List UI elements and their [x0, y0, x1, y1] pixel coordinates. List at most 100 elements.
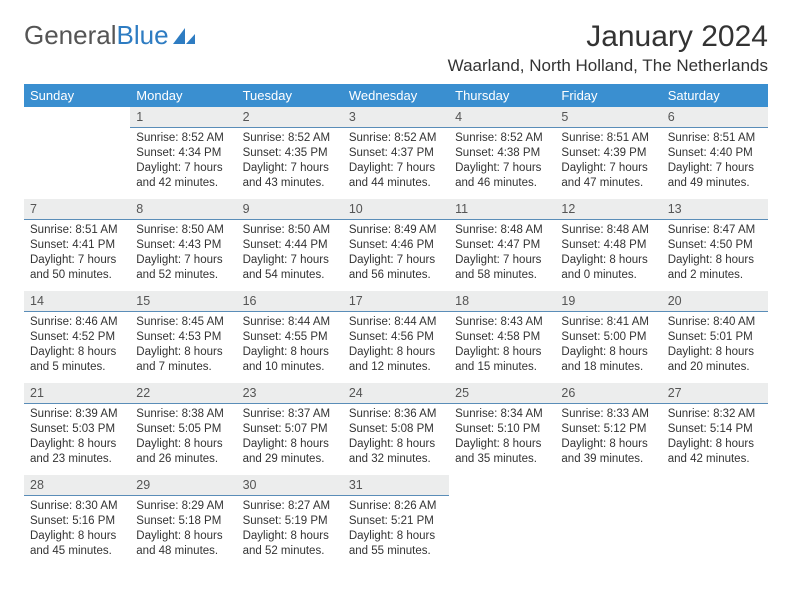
daylight-text: Daylight: 7 hours and 44 minutes. — [349, 161, 443, 191]
logo-text-2: Blue — [117, 20, 169, 51]
logo-sail-icon — [171, 26, 197, 46]
daylight-text: Daylight: 8 hours and 48 minutes. — [136, 529, 230, 559]
day-number: 15 — [130, 291, 236, 312]
sunset-text: Sunset: 4:41 PM — [30, 238, 124, 253]
daylight-text: Daylight: 7 hours and 42 minutes. — [136, 161, 230, 191]
day-content-row: Sunrise: 8:30 AMSunset: 5:16 PMDaylight:… — [24, 496, 768, 567]
daylight-text: Daylight: 7 hours and 56 minutes. — [349, 253, 443, 283]
daylight-text: Daylight: 8 hours and 20 minutes. — [668, 345, 762, 375]
day-number: 3 — [343, 107, 449, 128]
daylight-text: Daylight: 7 hours and 49 minutes. — [668, 161, 762, 191]
sunset-text: Sunset: 5:05 PM — [136, 422, 230, 437]
sunrise-text: Sunrise: 8:51 AM — [30, 223, 124, 238]
day-cell: Sunrise: 8:52 AMSunset: 4:37 PMDaylight:… — [343, 128, 449, 199]
sunrise-text: Sunrise: 8:44 AM — [349, 315, 443, 330]
sunrise-text: Sunrise: 8:44 AM — [243, 315, 337, 330]
sunset-text: Sunset: 4:40 PM — [668, 146, 762, 161]
day-number: 7 — [24, 199, 130, 220]
day-number: 13 — [662, 199, 768, 220]
day-cell: Sunrise: 8:29 AMSunset: 5:18 PMDaylight:… — [130, 496, 236, 567]
day-cell: Sunrise: 8:38 AMSunset: 5:05 PMDaylight:… — [130, 404, 236, 475]
day-cell: Sunrise: 8:30 AMSunset: 5:16 PMDaylight:… — [24, 496, 130, 567]
location: Waarland, North Holland, The Netherlands — [448, 56, 768, 76]
day-number: 23 — [237, 383, 343, 404]
day-number: 16 — [237, 291, 343, 312]
sunset-text: Sunset: 4:44 PM — [243, 238, 337, 253]
daylight-text: Daylight: 7 hours and 43 minutes. — [243, 161, 337, 191]
day-cell: Sunrise: 8:43 AMSunset: 4:58 PMDaylight:… — [449, 312, 555, 383]
day-cell: Sunrise: 8:27 AMSunset: 5:19 PMDaylight:… — [237, 496, 343, 567]
sunset-text: Sunset: 5:07 PM — [243, 422, 337, 437]
day-number: 6 — [662, 107, 768, 128]
day-number: 24 — [343, 383, 449, 404]
daylight-text: Daylight: 8 hours and 35 minutes. — [455, 437, 549, 467]
day-cell: Sunrise: 8:51 AMSunset: 4:39 PMDaylight:… — [555, 128, 661, 199]
weekday-header: Thursday — [449, 84, 555, 107]
sunrise-text: Sunrise: 8:36 AM — [349, 407, 443, 422]
day-number: 19 — [555, 291, 661, 312]
daylight-text: Daylight: 7 hours and 46 minutes. — [455, 161, 549, 191]
day-cell: Sunrise: 8:50 AMSunset: 4:44 PMDaylight:… — [237, 220, 343, 291]
sunset-text: Sunset: 5:12 PM — [561, 422, 655, 437]
sunrise-text: Sunrise: 8:51 AM — [668, 131, 762, 146]
sunset-text: Sunset: 4:43 PM — [136, 238, 230, 253]
sunset-text: Sunset: 5:16 PM — [30, 514, 124, 529]
sunrise-text: Sunrise: 8:47 AM — [668, 223, 762, 238]
sunrise-text: Sunrise: 8:40 AM — [668, 315, 762, 330]
sunrise-text: Sunrise: 8:39 AM — [30, 407, 124, 422]
sunrise-text: Sunrise: 8:50 AM — [243, 223, 337, 238]
day-number: 18 — [449, 291, 555, 312]
day-cell: Sunrise: 8:33 AMSunset: 5:12 PMDaylight:… — [555, 404, 661, 475]
sunrise-text: Sunrise: 8:52 AM — [136, 131, 230, 146]
day-number: 4 — [449, 107, 555, 128]
sunrise-text: Sunrise: 8:43 AM — [455, 315, 549, 330]
weekday-header: Tuesday — [237, 84, 343, 107]
day-cell: Sunrise: 8:47 AMSunset: 4:50 PMDaylight:… — [662, 220, 768, 291]
sunrise-text: Sunrise: 8:51 AM — [561, 131, 655, 146]
sunrise-text: Sunrise: 8:48 AM — [561, 223, 655, 238]
day-cell: Sunrise: 8:32 AMSunset: 5:14 PMDaylight:… — [662, 404, 768, 475]
header: GeneralBlue January 2024 Waarland, North… — [24, 20, 768, 76]
sunset-text: Sunset: 4:48 PM — [561, 238, 655, 253]
daylight-text: Daylight: 8 hours and 26 minutes. — [136, 437, 230, 467]
day-number: 31 — [343, 475, 449, 496]
sunrise-text: Sunrise: 8:41 AM — [561, 315, 655, 330]
sunset-text: Sunset: 4:34 PM — [136, 146, 230, 161]
day-cell: Sunrise: 8:52 AMSunset: 4:35 PMDaylight:… — [237, 128, 343, 199]
day-cell: Sunrise: 8:48 AMSunset: 4:47 PMDaylight:… — [449, 220, 555, 291]
day-cell: Sunrise: 8:52 AMSunset: 4:34 PMDaylight:… — [130, 128, 236, 199]
logo-text-1: General — [24, 20, 117, 51]
day-cell: Sunrise: 8:52 AMSunset: 4:38 PMDaylight:… — [449, 128, 555, 199]
day-cell: Sunrise: 8:44 AMSunset: 4:56 PMDaylight:… — [343, 312, 449, 383]
day-cell — [449, 496, 555, 567]
day-content-row: Sunrise: 8:51 AMSunset: 4:41 PMDaylight:… — [24, 220, 768, 291]
daylight-text: Daylight: 8 hours and 15 minutes. — [455, 345, 549, 375]
sunset-text: Sunset: 5:03 PM — [30, 422, 124, 437]
day-number: 9 — [237, 199, 343, 220]
daylight-text: Daylight: 7 hours and 50 minutes. — [30, 253, 124, 283]
daylight-text: Daylight: 8 hours and 45 minutes. — [30, 529, 124, 559]
sunrise-text: Sunrise: 8:27 AM — [243, 499, 337, 514]
sunset-text: Sunset: 5:18 PM — [136, 514, 230, 529]
day-number: 1 — [130, 107, 236, 128]
daylight-text: Daylight: 8 hours and 52 minutes. — [243, 529, 337, 559]
day-number: 20 — [662, 291, 768, 312]
daylight-text: Daylight: 7 hours and 54 minutes. — [243, 253, 337, 283]
daylight-text: Daylight: 8 hours and 2 minutes. — [668, 253, 762, 283]
daylight-text: Daylight: 7 hours and 47 minutes. — [561, 161, 655, 191]
day-number: 5 — [555, 107, 661, 128]
sunset-text: Sunset: 4:38 PM — [455, 146, 549, 161]
sunset-text: Sunset: 5:19 PM — [243, 514, 337, 529]
day-cell — [24, 128, 130, 199]
sunset-text: Sunset: 4:47 PM — [455, 238, 549, 253]
sunrise-text: Sunrise: 8:37 AM — [243, 407, 337, 422]
daylight-text: Daylight: 8 hours and 7 minutes. — [136, 345, 230, 375]
calendar-table: Sunday Monday Tuesday Wednesday Thursday… — [24, 84, 768, 567]
day-number: 11 — [449, 199, 555, 220]
daylight-text: Daylight: 7 hours and 52 minutes. — [136, 253, 230, 283]
day-cell — [662, 496, 768, 567]
sunrise-text: Sunrise: 8:32 AM — [668, 407, 762, 422]
sunrise-text: Sunrise: 8:52 AM — [455, 131, 549, 146]
sunrise-text: Sunrise: 8:48 AM — [455, 223, 549, 238]
sunrise-text: Sunrise: 8:52 AM — [349, 131, 443, 146]
